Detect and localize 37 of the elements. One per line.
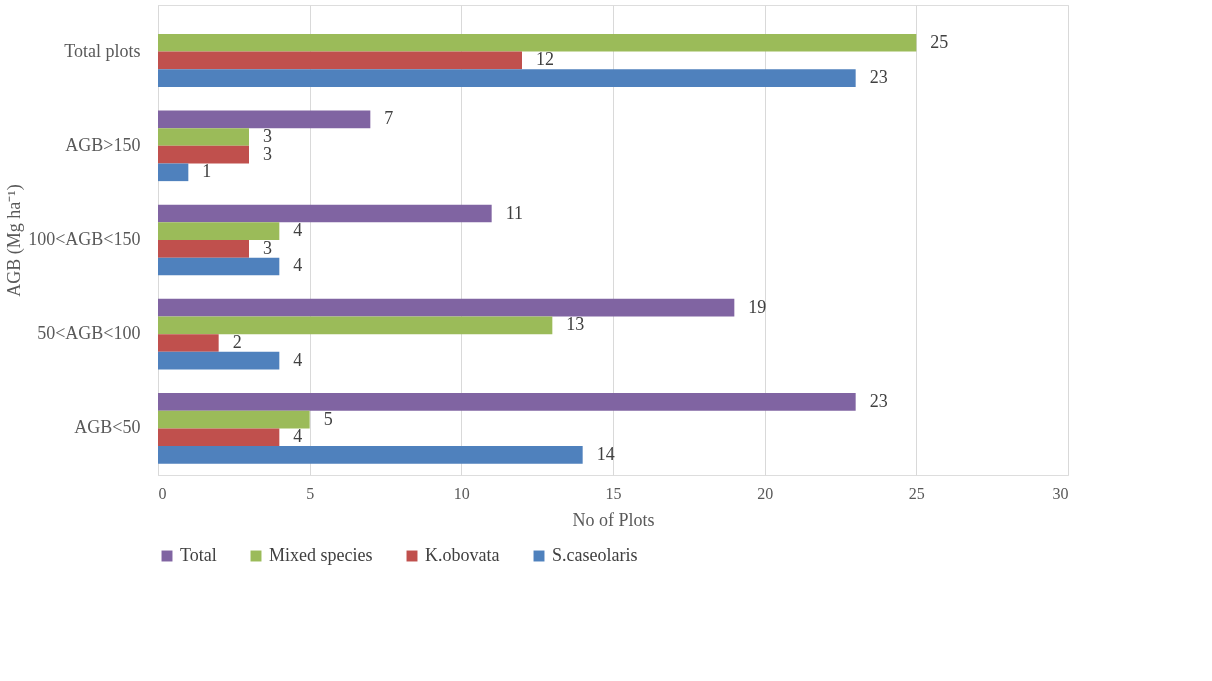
x-tick-label: 5: [306, 484, 315, 502]
y-tick-label: 100<AGB<150: [28, 229, 141, 249]
data-label: 1: [202, 161, 212, 182]
data-label: 25: [930, 31, 949, 52]
x-tick-label: 20: [757, 484, 774, 502]
y-tick-label: AGB>150: [65, 134, 141, 155]
y-tick-label: Total plots: [64, 40, 141, 61]
data-label: 2: [232, 332, 242, 353]
data-label: 4: [293, 255, 303, 276]
legend-label: Mixed species: [269, 545, 373, 565]
data-label: 4: [293, 349, 303, 370]
data-label: 13: [566, 314, 585, 335]
legend-label: K.obovata: [425, 545, 500, 565]
data-label: 3: [263, 143, 272, 164]
data-label: 12: [536, 49, 554, 70]
data-label: 14: [596, 443, 615, 464]
x-tick-label: 30: [1052, 484, 1069, 502]
data-label: 3: [263, 237, 272, 258]
x-tick-label: 0: [158, 484, 167, 502]
x-tick-label: 10: [453, 484, 470, 502]
y-tick-label: 50<AGB<100: [37, 323, 141, 344]
data-label: 11: [505, 202, 524, 223]
data-label: 4: [293, 220, 303, 241]
x-tick-label: 25: [908, 484, 925, 502]
data-label: 7: [384, 108, 394, 129]
y-tick-label: AGB<50: [74, 417, 141, 438]
legend-label: Total: [180, 545, 217, 565]
data-label: 5: [323, 408, 333, 429]
data-label: 23: [869, 67, 888, 88]
data-label: 23: [869, 390, 888, 411]
legend-label: S.caseolaris: [552, 545, 638, 565]
x-tick-label: 15: [605, 484, 622, 502]
data-label: 4: [293, 426, 303, 447]
x-axis-title: No of Plots: [572, 509, 655, 530]
y-axis-title: AGB (Mg ha⁻¹): [4, 184, 26, 297]
data-label: 3: [263, 125, 272, 146]
data-label: 19: [748, 296, 767, 317]
